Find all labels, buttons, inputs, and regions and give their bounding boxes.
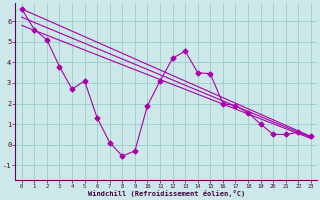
X-axis label: Windchill (Refroidissement éolien,°C): Windchill (Refroidissement éolien,°C) — [88, 190, 245, 197]
